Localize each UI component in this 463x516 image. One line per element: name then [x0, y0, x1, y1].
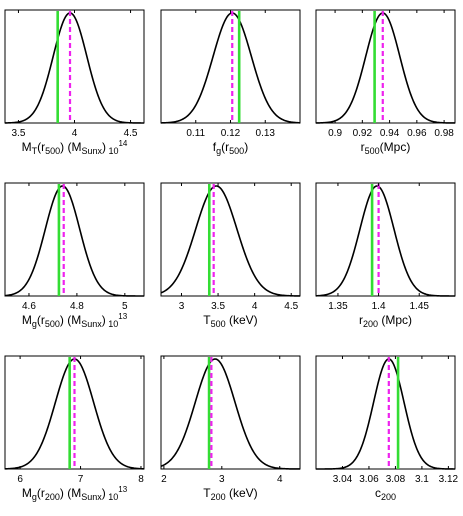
- x-tick-label: 4.6: [22, 301, 36, 312]
- panel-8: 2 3 4 T200 (keV): [160, 355, 301, 502]
- posterior-curve: [315, 12, 456, 124]
- posterior-curve: [160, 185, 300, 297]
- x-tick-label: 1.4: [372, 301, 386, 312]
- axes-frame: [160, 355, 301, 470]
- x-tick-label: 0.9: [328, 128, 342, 139]
- x-tick-label: 0.12: [221, 128, 241, 139]
- x-tick-label: 3: [179, 301, 185, 312]
- panel-2: 0.11 0.12 0.13 fg(r500): [160, 9, 301, 156]
- x-axis-label: Mg(r500) (MSunx) 1013: [22, 312, 128, 329]
- x-tick-label: 4: [72, 128, 78, 139]
- x-tick-label: 3.5: [211, 301, 225, 312]
- x-tick-label: 4.8: [70, 301, 84, 312]
- panel-7: 6 7 8 Mg(r200) (MSunx) 1013: [4, 355, 145, 502]
- x-tick-label: 3.5: [11, 128, 25, 139]
- x-tick-label: 4: [252, 301, 258, 312]
- axes-frame: [4, 9, 145, 124]
- x-tick-label: 0.94: [380, 128, 400, 139]
- x-tick-label: 5: [122, 301, 128, 312]
- x-tick-label: 0.13: [256, 128, 276, 139]
- x-tick-label: 8: [138, 474, 144, 485]
- posterior-curve: [316, 358, 455, 470]
- axes-frame: [315, 182, 456, 297]
- x-tick-label: 3: [219, 474, 225, 485]
- posterior-curve: [4, 12, 144, 124]
- x-tick-label: 7: [78, 474, 84, 485]
- x-axis-label: c200: [375, 486, 396, 502]
- posterior-curve: [160, 358, 301, 470]
- x-axis-label: fg(r500): [213, 140, 248, 156]
- x-tick-label: 0.11: [186, 128, 205, 139]
- axes-frame: [315, 355, 456, 470]
- axes-frame: [4, 182, 145, 297]
- panel-9: 3.04 3.06 3.08 3.1 3.12 c200: [315, 355, 459, 502]
- axes-frame: [315, 9, 456, 124]
- posterior-curve: [4, 185, 144, 297]
- x-tick-label: 1.45: [409, 301, 429, 312]
- posterior-curve: [160, 12, 301, 124]
- x-tick-label: 4: [277, 474, 283, 485]
- x-axis-label: r500(Mpc): [361, 140, 411, 156]
- x-tick-label: 4.5: [284, 301, 298, 312]
- axes-frame: [160, 182, 301, 297]
- axes-frame: [4, 355, 145, 470]
- x-tick-label: 3.04: [333, 474, 353, 485]
- x-tick-label: 3.1: [415, 474, 429, 485]
- x-tick-label: 3.08: [386, 474, 406, 485]
- x-tick-label: 6: [17, 474, 23, 485]
- x-tick-label: 4.5: [124, 128, 138, 139]
- x-axis-label: T500 (keV): [203, 313, 257, 329]
- x-tick-label: 3.12: [439, 474, 459, 485]
- x-tick-label: 3.06: [359, 474, 379, 485]
- x-axis-label: Mg(r200) (MSunx) 1013: [22, 485, 128, 502]
- panel-5: 3 3.5 4 4.5 T500 (keV): [160, 182, 301, 329]
- x-tick-label: 0.96: [407, 128, 427, 139]
- x-tick-label: 1.35: [328, 301, 348, 312]
- x-axis-label: MT(r500) (MSunx) 1014: [22, 139, 128, 156]
- x-axis-label: r200 (Mpc): [359, 313, 412, 329]
- axes-frame: [160, 9, 301, 124]
- panel-1: 3.5 4 4.5MT(r500) (MSunx) 1014: [4, 9, 145, 156]
- x-axis-label: T200 (keV): [203, 486, 257, 502]
- x-tick-label: 0.98: [434, 128, 454, 139]
- panel-4: 4.6 4.8 5Mg(r500) (MSunx) 1013: [4, 182, 145, 329]
- panel-3: 0.9 0.92 0.94 0.96 0.98 r500(Mpc): [315, 9, 456, 156]
- x-tick-label: 2: [161, 474, 167, 485]
- x-tick-label: 0.92: [353, 128, 373, 139]
- posterior-curve: [315, 185, 455, 297]
